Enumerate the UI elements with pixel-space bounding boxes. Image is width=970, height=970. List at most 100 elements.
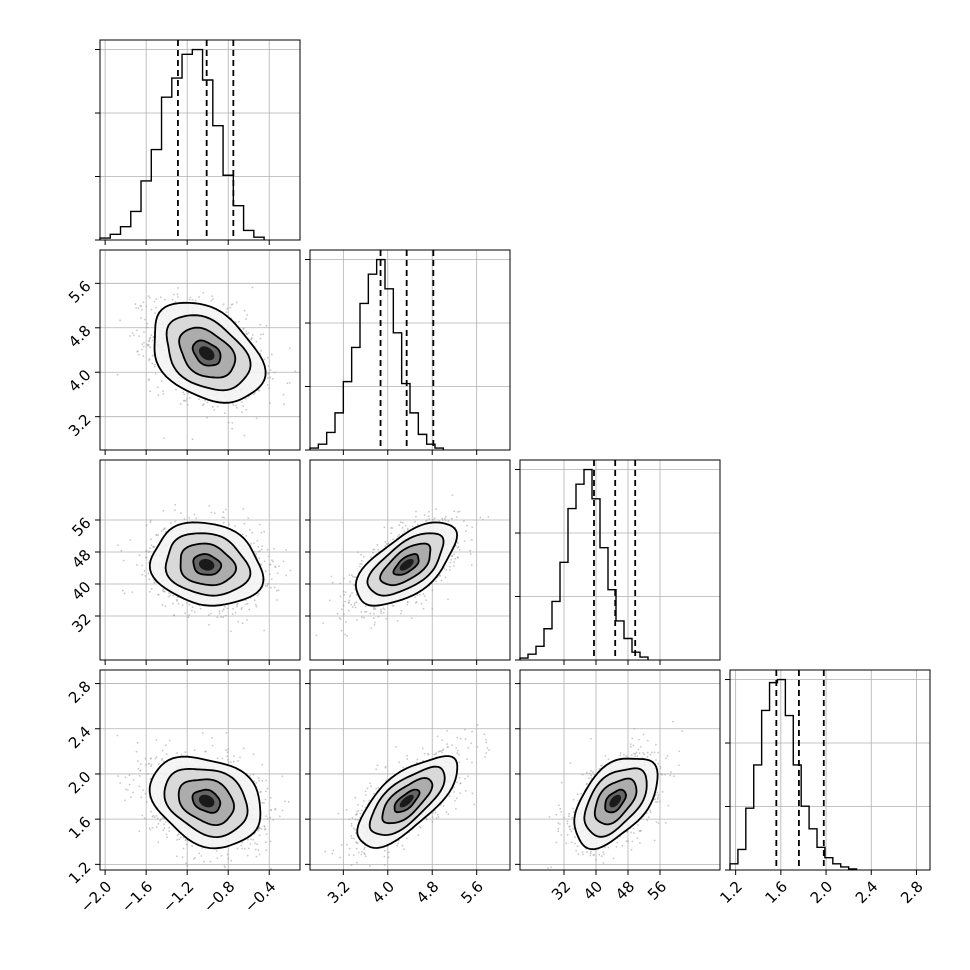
- scatter-point: [163, 527, 166, 530]
- scatter-point: [155, 298, 158, 300]
- scatter-point: [246, 333, 248, 335]
- scatter-point: [416, 594, 419, 596]
- scatter-point: [186, 602, 188, 604]
- scatter-point: [465, 530, 467, 533]
- scatter-point: [373, 548, 376, 551]
- scatter-point: [152, 545, 155, 548]
- scatter-point: [347, 609, 350, 612]
- scatter-point: [258, 592, 260, 595]
- scatter-point: [147, 295, 150, 298]
- scatter-point: [253, 599, 256, 602]
- scatter-point: [361, 563, 363, 565]
- scatter-point: [143, 817, 146, 820]
- scatter-point: [384, 541, 387, 543]
- scatter-point: [353, 576, 356, 578]
- histogram-2: [519, 468, 649, 660]
- scatter-point: [422, 607, 425, 610]
- scatter-point: [211, 405, 214, 408]
- scatter-point: [222, 616, 224, 619]
- scatter-point: [223, 516, 225, 519]
- scatter-point: [263, 530, 266, 533]
- scatter-point: [355, 601, 358, 604]
- scatter-point: [283, 403, 285, 406]
- scatter-point: [269, 816, 272, 819]
- histogram-panel-2: [515, 459, 721, 665]
- scatter-point: [157, 593, 160, 596]
- scatter-point: [183, 393, 186, 396]
- scatter-point: [471, 526, 474, 528]
- scatter-point: [157, 534, 159, 536]
- hist-frame-2: [519, 459, 721, 661]
- scatter-point: [149, 547, 151, 550]
- scatter-point: [131, 591, 134, 593]
- contour-0-2-1: [179, 542, 238, 587]
- scatter-point: [176, 596, 179, 599]
- scatter-point: [392, 605, 395, 607]
- scatter-point: [189, 296, 192, 299]
- scatter-point: [117, 544, 119, 546]
- scatter-point: [213, 409, 216, 411]
- scatter-point: [343, 593, 346, 596]
- scatter-point: [469, 553, 472, 555]
- scatter-point: [129, 335, 131, 337]
- scatter-point: [245, 408, 248, 411]
- scatter-point: [198, 398, 200, 401]
- scatter-point: [151, 362, 154, 365]
- scatter-point: [152, 339, 154, 342]
- scatter-point: [195, 517, 198, 520]
- scatter-point: [251, 286, 254, 289]
- scatter-point: [277, 589, 280, 592]
- scatter-point: [433, 517, 436, 520]
- scatter-point: [225, 311, 228, 313]
- scatter-point: [269, 376, 272, 379]
- scatter-point: [373, 606, 375, 609]
- scatter-point: [168, 830, 171, 832]
- hist-frame-3: [729, 669, 931, 871]
- scatter-point: [246, 314, 249, 316]
- scatter-point: [451, 494, 454, 496]
- scatter-point: [175, 598, 178, 601]
- scatter-point: [238, 320, 240, 323]
- scatter-point: [441, 517, 443, 520]
- scatter-point: [245, 603, 248, 605]
- scatter-point: [443, 567, 446, 570]
- scatter-point: [401, 526, 404, 529]
- scatter-point: [242, 405, 245, 407]
- scatter-point: [382, 612, 385, 614]
- scatter-point: [147, 343, 150, 346]
- scatter-point: [453, 553, 456, 555]
- scatter-point: [364, 605, 367, 607]
- scatter-point: [225, 731, 228, 734]
- scatter-point: [141, 309, 143, 311]
- scatter-point: [385, 543, 388, 545]
- scatter-point: [198, 296, 200, 298]
- scatter-point: [257, 830, 260, 832]
- scatter-point: [267, 582, 270, 585]
- scatter-point: [415, 510, 417, 513]
- scatter-point: [149, 296, 151, 299]
- scatter-panel-0-2: [95, 459, 301, 665]
- scatter-point: [155, 306, 157, 309]
- scatter-point: [243, 522, 246, 525]
- scatter-point: [150, 538, 152, 541]
- scatter-point: [236, 605, 238, 608]
- scatter-point: [161, 817, 164, 819]
- scatter-point: [286, 382, 289, 385]
- corner-plot-panels: −2.0 −1.6 −1.2 −0.8 −0.4 3.2 4.0 4.8 5.6 32 40 48 56…: [65, 39, 931, 916]
- scatter-point: [315, 634, 318, 637]
- scatter-point: [208, 505, 211, 507]
- scatter-point: [253, 393, 255, 396]
- scatter-point: [444, 576, 447, 579]
- density-core-0-1: [198, 346, 215, 361]
- scatter-point: [359, 565, 361, 568]
- scatter-point: [173, 293, 175, 296]
- scatter-point: [264, 570, 267, 573]
- scatter-point: [146, 343, 149, 346]
- scatter-point: [377, 615, 380, 618]
- scatter-point: [449, 561, 452, 564]
- scatter-point: [224, 508, 227, 511]
- scatter-point: [174, 301, 177, 303]
- scatter-point: [181, 856, 184, 858]
- scatter-point: [458, 510, 461, 513]
- scatter-point: [288, 382, 291, 384]
